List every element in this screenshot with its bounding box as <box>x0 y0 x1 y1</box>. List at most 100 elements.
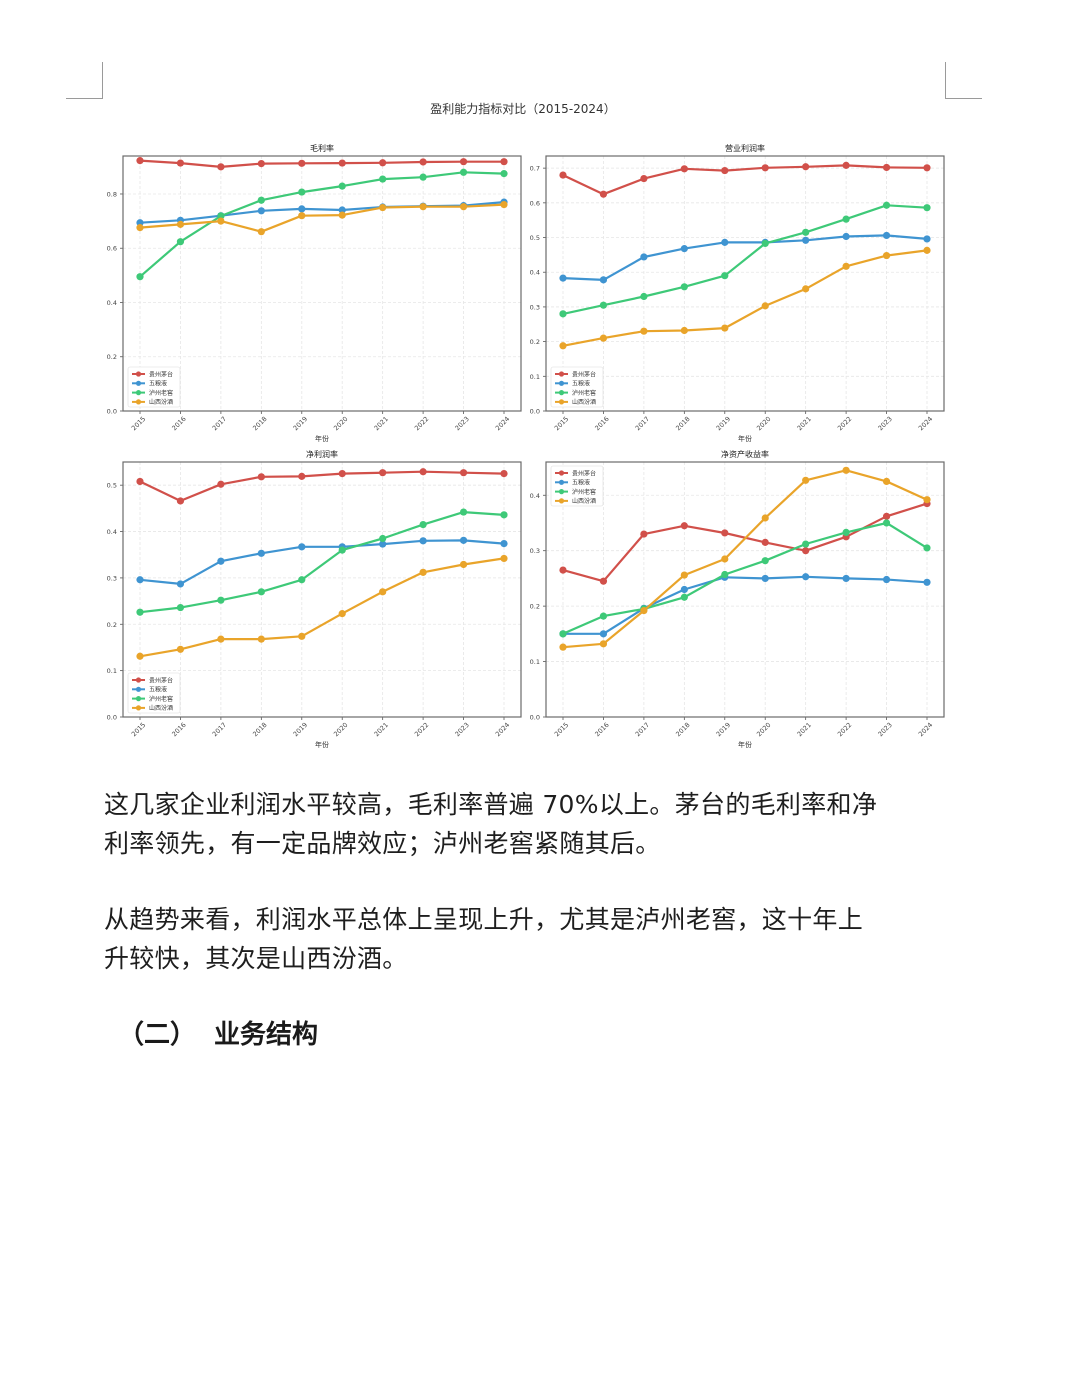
data-point <box>599 276 608 284</box>
data-point <box>761 538 769 546</box>
chart-title: 净资产收益率 <box>721 449 769 459</box>
x-axis-label: 年份 <box>315 434 329 443</box>
legend-marker <box>135 696 142 702</box>
x-tick-label: 2017 <box>634 721 651 738</box>
data-point <box>257 549 265 557</box>
data-point <box>379 469 387 477</box>
x-tick-label: 2024 <box>494 721 511 738</box>
data-point <box>599 334 608 342</box>
data-point <box>500 554 508 563</box>
x-tick-label: 2015 <box>553 415 570 432</box>
x-tick-label: 2019 <box>292 721 309 738</box>
x-tick-label: 2023 <box>876 721 893 738</box>
data-point <box>721 570 729 579</box>
data-point <box>298 576 306 584</box>
y-tick-label: 0.5 <box>107 482 117 490</box>
data-point <box>842 232 850 241</box>
data-point <box>379 588 387 596</box>
series-line-4 <box>562 249 928 347</box>
legend-label: 贵州茅台 <box>149 370 173 378</box>
data-point <box>379 159 387 167</box>
x-tick-label: 2019 <box>292 415 309 432</box>
data-point <box>176 159 185 167</box>
legend-marker <box>135 686 142 692</box>
data-point <box>721 555 729 563</box>
data-point <box>842 574 850 583</box>
data-point <box>802 236 810 244</box>
data-point <box>842 215 850 223</box>
data-point <box>298 543 306 551</box>
data-point <box>680 522 688 530</box>
legend-marker <box>558 399 565 405</box>
x-tick-label: 2023 <box>876 415 893 432</box>
data-point <box>802 228 810 236</box>
data-point <box>599 301 608 309</box>
y-tick-label: 0.2 <box>530 338 540 346</box>
plot-area <box>123 462 521 717</box>
data-point <box>842 161 850 169</box>
y-tick-label: 0.0 <box>530 408 540 416</box>
legend-label: 五粮液 <box>149 686 167 694</box>
data-point <box>217 557 225 565</box>
legend-label: 贵州茅台 <box>572 469 596 477</box>
series-line-3 <box>139 171 505 278</box>
data-point <box>500 158 508 166</box>
x-axis-label: 年份 <box>315 740 329 749</box>
data-point <box>680 245 688 253</box>
data-point <box>500 469 508 478</box>
x-tick-label: 2018 <box>251 721 268 738</box>
data-point <box>761 557 769 565</box>
x-tick-label: 2021 <box>796 415 813 432</box>
data-point <box>257 228 265 236</box>
x-tick-label: 2015 <box>553 721 570 738</box>
data-point <box>136 576 144 584</box>
data-point <box>882 519 891 527</box>
crop-mark-top-right-horizontal <box>945 98 982 99</box>
legend-marker <box>558 489 565 495</box>
paragraph-2-line-1: 从趋势来看，利润水平总体上呈现上升，尤其是泸州老窖，这十年上 <box>104 905 864 934</box>
data-point <box>419 173 427 181</box>
x-tick-label: 2015 <box>130 415 147 432</box>
data-point <box>459 560 468 569</box>
data-point <box>680 585 688 594</box>
data-point <box>559 310 567 318</box>
data-point <box>923 544 931 552</box>
x-tick-label: 2018 <box>674 721 691 738</box>
y-tick-label: 0.1 <box>107 667 117 675</box>
legend-label: 五粮液 <box>572 479 590 487</box>
series-line-1 <box>139 159 504 168</box>
y-tick-label: 0.4 <box>107 528 117 536</box>
y-tick-label: 0.1 <box>530 658 540 666</box>
data-point <box>923 578 931 586</box>
data-point <box>257 196 265 204</box>
legend-box <box>127 672 181 714</box>
legend-label: 贵州茅台 <box>149 676 173 684</box>
data-point <box>680 571 688 579</box>
x-tick-label: 2017 <box>211 415 228 432</box>
data-point <box>761 302 769 310</box>
data-point <box>257 207 265 215</box>
legend-marker <box>558 479 565 485</box>
plot-frame <box>545 155 945 412</box>
data-point <box>136 477 144 486</box>
data-point <box>298 205 306 213</box>
plot-area <box>123 156 521 411</box>
chart-title: 净利润率 <box>306 449 338 459</box>
data-point <box>923 164 931 172</box>
data-point <box>802 476 810 484</box>
legend-marker <box>135 380 142 386</box>
data-point <box>500 200 508 209</box>
data-point <box>338 610 346 618</box>
data-point <box>802 163 810 171</box>
data-point <box>136 157 144 165</box>
x-tick-label: 2016 <box>170 721 187 738</box>
data-point <box>459 168 468 176</box>
y-tick-label: 0.3 <box>107 574 117 582</box>
legend-label: 五粮液 <box>572 380 590 388</box>
data-point <box>842 528 850 537</box>
series-line-4 <box>139 557 505 658</box>
section-number: （二） <box>118 1020 197 1050</box>
y-tick-label: 0.1 <box>530 373 540 381</box>
data-point <box>923 235 931 243</box>
x-tick-label: 2023 <box>453 721 470 738</box>
